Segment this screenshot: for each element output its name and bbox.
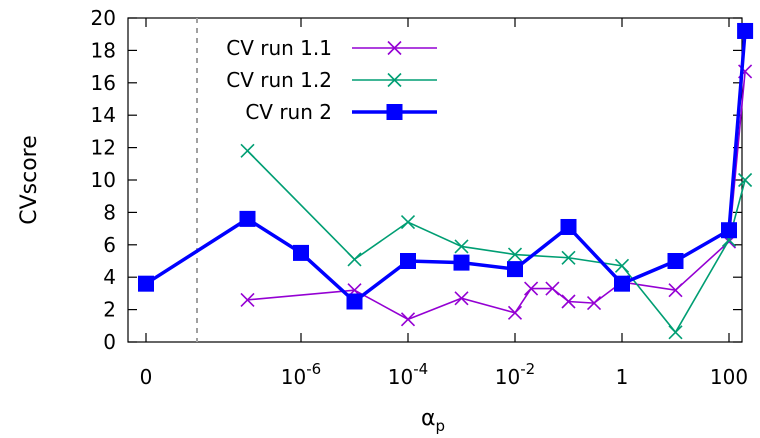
data-point xyxy=(614,258,630,273)
y-tick-label: 18 xyxy=(91,38,116,62)
y-axis-ticks: 0 2 4 6 8 10 12 14 16 18 20 xyxy=(91,6,742,354)
series-line xyxy=(145,30,747,304)
data-point xyxy=(346,293,363,310)
y-axis-label: CVscore xyxy=(17,135,42,225)
data-point xyxy=(507,261,523,278)
x-tick-label-base: 10 xyxy=(495,365,520,389)
data-point xyxy=(668,325,683,340)
plot-frame xyxy=(127,17,743,343)
x-tick-label: 1 xyxy=(616,365,629,389)
legend-label: CV run 2 xyxy=(245,100,332,124)
y-tick-label: 20 xyxy=(91,6,116,30)
data-point xyxy=(524,281,539,296)
x-tick-label-base: 0 xyxy=(140,365,153,389)
series-layer xyxy=(138,22,754,340)
data-point xyxy=(561,250,576,265)
x-tick-label: 10-4 xyxy=(388,360,428,389)
y-tick-label: 10 xyxy=(91,168,116,192)
data-point xyxy=(545,281,560,296)
legend-item-1: CV run 1.1 xyxy=(226,36,437,60)
data-point xyxy=(721,222,737,239)
x-axis-label-main: α xyxy=(421,406,436,431)
y-tick-label: 14 xyxy=(91,103,116,127)
x-tick-label: 10-2 xyxy=(495,360,535,389)
y-tick-label: 16 xyxy=(91,71,116,95)
data-point xyxy=(138,275,154,292)
data-point xyxy=(668,283,683,298)
y-tick-label: 6 xyxy=(103,233,116,257)
data-point xyxy=(614,275,630,292)
data-point xyxy=(737,22,754,39)
series-3 xyxy=(138,22,754,310)
x-axis-label: αp xyxy=(421,406,445,435)
data-point xyxy=(586,296,602,311)
legend-swatch-marker xyxy=(386,104,403,120)
x-axis-ticks: 0 10-6 10-4 10-2 1 100 xyxy=(140,18,748,389)
data-point xyxy=(507,247,523,262)
x-tick-label-base: 10 xyxy=(388,365,413,389)
data-point xyxy=(560,218,577,235)
data-point xyxy=(454,291,469,306)
data-point xyxy=(507,305,523,320)
legend-label: CV run 1.1 xyxy=(226,36,332,60)
data-point xyxy=(400,312,416,327)
data-point xyxy=(400,253,416,269)
x-tick-label: 0 xyxy=(140,365,153,389)
legend-item-3: CV run 2 xyxy=(245,100,437,124)
x-tick-label-base: 10 xyxy=(281,365,306,389)
y-tick-label: 4 xyxy=(103,265,116,289)
legend-item-2: CV run 1.2 xyxy=(226,68,437,92)
x-tick-label-exponent: -2 xyxy=(520,360,535,378)
series-2 xyxy=(240,143,753,340)
y-tick-label: 0 xyxy=(103,330,116,354)
x-tick-label-exponent: -6 xyxy=(306,360,321,378)
x-tick-label: 100 xyxy=(710,365,748,389)
data-point xyxy=(561,294,576,309)
y-tick-label: 8 xyxy=(103,200,116,224)
y-tick-label: 12 xyxy=(91,136,116,160)
data-point xyxy=(293,244,309,261)
y-tick-label: 2 xyxy=(103,298,116,322)
x-tick-label-base: 100 xyxy=(710,365,748,389)
x-axis-label-subscript: p xyxy=(435,417,445,435)
legend-label: CV run 1.2 xyxy=(226,68,332,92)
data-point xyxy=(400,215,416,230)
data-point xyxy=(240,143,255,158)
x-tick-label-base: 1 xyxy=(616,365,629,389)
data-point xyxy=(667,253,684,269)
data-point xyxy=(240,292,255,307)
legend-swatch-marker xyxy=(387,72,402,88)
legend-swatch-marker xyxy=(387,40,402,56)
legend: CV run 1.1 CV run 1.2 CV run 2 xyxy=(226,36,437,124)
data-point xyxy=(239,210,256,227)
x-tick-label: 10-6 xyxy=(281,360,321,389)
plot-border xyxy=(127,17,743,343)
data-point xyxy=(738,172,753,188)
data-point xyxy=(454,239,469,254)
series-line xyxy=(246,150,746,334)
x-tick-label-exponent: -4 xyxy=(413,360,428,378)
data-point xyxy=(453,254,470,271)
data-point xyxy=(347,252,362,267)
